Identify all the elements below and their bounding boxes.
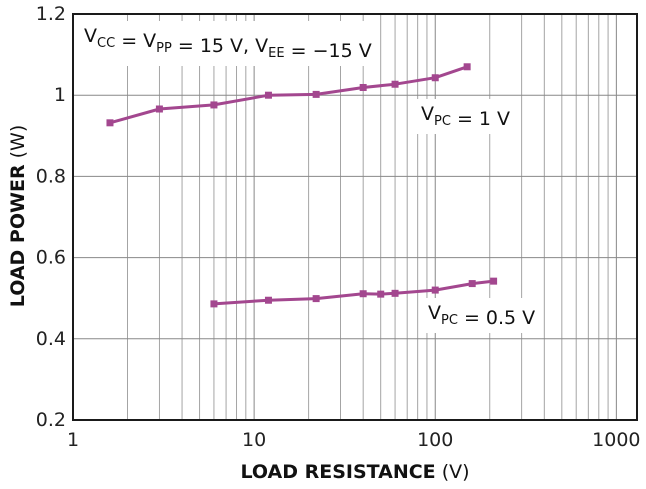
x-axis-label-unit: (V) bbox=[436, 461, 470, 483]
annotation-text: = −15 V bbox=[285, 40, 372, 62]
data-point bbox=[359, 290, 367, 298]
data-point bbox=[431, 74, 439, 82]
annotation-text: V bbox=[421, 103, 434, 125]
annotation-text: = V bbox=[115, 30, 156, 52]
data-point bbox=[377, 290, 385, 298]
y-tick-label: 0.4 bbox=[36, 328, 66, 350]
subscript: CC bbox=[97, 36, 115, 51]
vpc-0-5v-label: VPC = 0.5 V bbox=[428, 302, 535, 329]
vpc-1v-annotation: VPC = 1 V bbox=[415, 99, 517, 134]
supply-conditions-annotation: VCC = VPP = 15 V, VEE = −15 V bbox=[78, 21, 378, 66]
data-point bbox=[312, 90, 320, 98]
grid-lines bbox=[73, 14, 637, 420]
y-axis-label-bold: LOAD POWER bbox=[7, 164, 29, 307]
subscript: PP bbox=[156, 41, 172, 56]
supply-conditions-text: VCC = VPP = 15 V, VEE = −15 V bbox=[84, 25, 372, 62]
data-markers bbox=[106, 63, 498, 308]
annotation-text: = 15 V, V bbox=[172, 35, 268, 57]
tick-labels: 1 10 100 1000 0.2 0.4 0.6 0.8 1 1.2 bbox=[36, 3, 641, 451]
y-tick-label: 1 bbox=[54, 84, 66, 106]
y-axis-label: LOAD POWER (W) bbox=[7, 125, 29, 307]
y-tick-label: 0.2 bbox=[36, 409, 66, 431]
subscript: EE bbox=[268, 46, 284, 61]
vpc-0-5v-annotation: VPC = 0.5 V bbox=[422, 298, 542, 333]
annotation-text: V bbox=[428, 302, 441, 324]
x-tick-label: 1000 bbox=[592, 429, 640, 451]
data-point bbox=[391, 80, 399, 88]
y-tick-label: 1.2 bbox=[36, 3, 66, 25]
data-point bbox=[155, 105, 163, 113]
y-axis-label-unit: (W) bbox=[7, 125, 29, 165]
y-tick-label: 0.8 bbox=[36, 165, 66, 187]
data-point bbox=[490, 277, 498, 285]
data-point bbox=[468, 280, 476, 288]
subscript: PC bbox=[434, 114, 451, 129]
subscript: PC bbox=[441, 313, 458, 328]
y-tick-label: 0.6 bbox=[36, 247, 66, 269]
data-point bbox=[264, 296, 272, 304]
data-point bbox=[210, 300, 218, 308]
x-tick-label: 10 bbox=[242, 429, 266, 451]
x-tick-label: 1 bbox=[67, 429, 79, 451]
data-point bbox=[391, 289, 399, 297]
x-axis-label-bold: LOAD RESISTANCE bbox=[240, 461, 435, 483]
plot-frame bbox=[72, 13, 638, 421]
annotation-text: = 1 V bbox=[451, 108, 510, 130]
vpc-1v-label: VPC = 1 V bbox=[421, 103, 510, 130]
annotation-text: = 0.5 V bbox=[458, 307, 535, 329]
data-point bbox=[264, 91, 272, 99]
data-point bbox=[312, 295, 320, 303]
data-point bbox=[359, 83, 367, 91]
data-point bbox=[106, 119, 114, 127]
annotation-text: V bbox=[84, 25, 97, 47]
data-point bbox=[463, 63, 471, 71]
data-point bbox=[431, 286, 439, 294]
x-tick-label: 100 bbox=[417, 429, 453, 451]
x-axis-label: LOAD RESISTANCE (V) bbox=[240, 461, 469, 483]
data-point bbox=[210, 101, 218, 109]
